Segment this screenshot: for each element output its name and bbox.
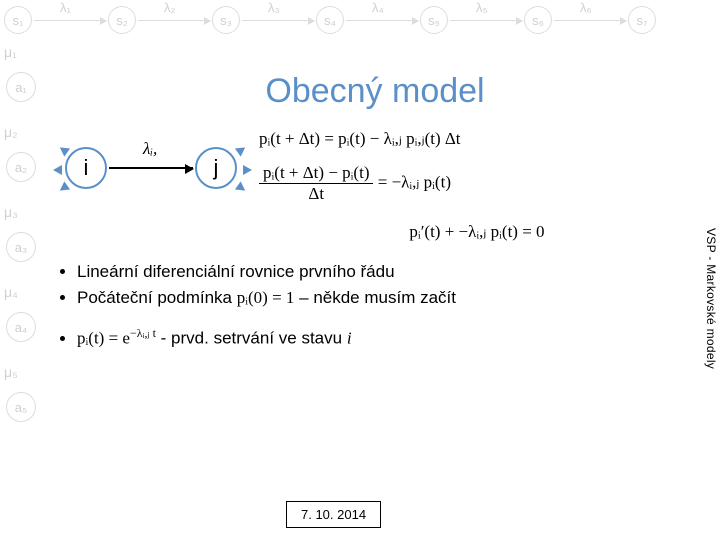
ij-arrow <box>109 167 193 169</box>
bullet-item: Počáteční podmínka pᵢ(0) = 1 – někde mus… <box>77 288 695 308</box>
chain-arrow <box>138 20 210 21</box>
chain-edge-label: λ₁ <box>60 0 71 15</box>
chain-node: s₅ <box>420 6 448 34</box>
mu-label: μ₁ <box>4 44 17 60</box>
main-content: Obecný model i j λᵢ, pᵢ(t + Δt) = pᵢ(t) … <box>55 72 695 355</box>
equation-1: pᵢ(t + Δt) = pᵢ(t) − λᵢ,ⱼ pᵢ,ⱼ(t) Δt <box>259 129 695 149</box>
a-node: a₄ <box>6 312 36 342</box>
chain-arrow <box>242 20 314 21</box>
bullet-list: pᵢ(t) = e−λᵢ,ⱼ t - prvd. setrvání ve sta… <box>55 326 695 349</box>
arrow-out-icon <box>235 143 248 156</box>
bullet-item: pᵢ(t) = e−λᵢ,ⱼ t - prvd. setrvání ve sta… <box>77 326 695 349</box>
equation-2: pᵢ(t + Δt) − pᵢ(t) Δt = −λᵢ,ⱼ pᵢ(t) <box>259 163 695 204</box>
mu-label: μ₄ <box>4 284 18 300</box>
chain-edge-label: λ₄ <box>372 0 384 15</box>
chain-edge-label: λ₅ <box>476 0 488 15</box>
chain-node: s₃ <box>212 6 240 34</box>
sidebar-vertical-text: VSP - Markovské modely <box>704 228 718 369</box>
date-box: 7. 10. 2014 <box>286 501 381 528</box>
chain-arrow <box>554 20 626 21</box>
mu-label: μ₅ <box>4 364 18 380</box>
chain-node: s₁ <box>4 6 32 34</box>
arrow-in-icon <box>53 165 62 175</box>
ij-transition-diagram: i j λᵢ, <box>55 125 255 215</box>
ij-edge-label: λᵢ, <box>143 139 157 159</box>
equations-block: pᵢ(t + Δt) = pᵢ(t) − λᵢ,ⱼ pᵢ,ⱼ(t) Δt pᵢ(… <box>255 125 695 256</box>
page-title: Obecný model <box>55 72 695 111</box>
a-node: a₃ <box>6 232 36 262</box>
chain-node: s₆ <box>524 6 552 34</box>
chain-arrow <box>450 20 522 21</box>
arrow-out-icon <box>235 181 248 194</box>
mu-label: μ₃ <box>4 204 18 220</box>
chain-node: s₇ <box>628 6 656 34</box>
chain-edge-label: λ₆ <box>580 0 592 15</box>
mu-label: μ₂ <box>4 124 18 140</box>
chain-node: s₄ <box>316 6 344 34</box>
arrow-in-icon <box>57 181 70 194</box>
a-node: a₅ <box>6 392 36 422</box>
bullet-list: Lineární diferenciální rovnice prvního ř… <box>55 262 695 308</box>
a-node: a₁ <box>6 72 36 102</box>
a-node: a₂ <box>6 152 36 182</box>
chain-arrow <box>346 20 418 21</box>
chain-edge-label: λ₂ <box>164 0 176 15</box>
node-j: j <box>195 147 237 189</box>
bullet-item: Lineární diferenciální rovnice prvního ř… <box>77 262 695 282</box>
chain-arrow <box>34 20 106 21</box>
chain-node: s₂ <box>108 6 136 34</box>
node-i: i <box>65 147 107 189</box>
top-markov-chain: s₁ s₂ s₃ s₄ s₅ s₆ s₇ λ₁ λ₂ λ₃ λ₄ λ₅ λ₆ <box>0 6 720 46</box>
arrow-out-icon <box>243 165 252 175</box>
equation-3: pᵢ′(t) + −λᵢ,ⱼ pᵢ(t) = 0 <box>259 222 695 242</box>
chain-edge-label: λ₃ <box>268 0 280 15</box>
